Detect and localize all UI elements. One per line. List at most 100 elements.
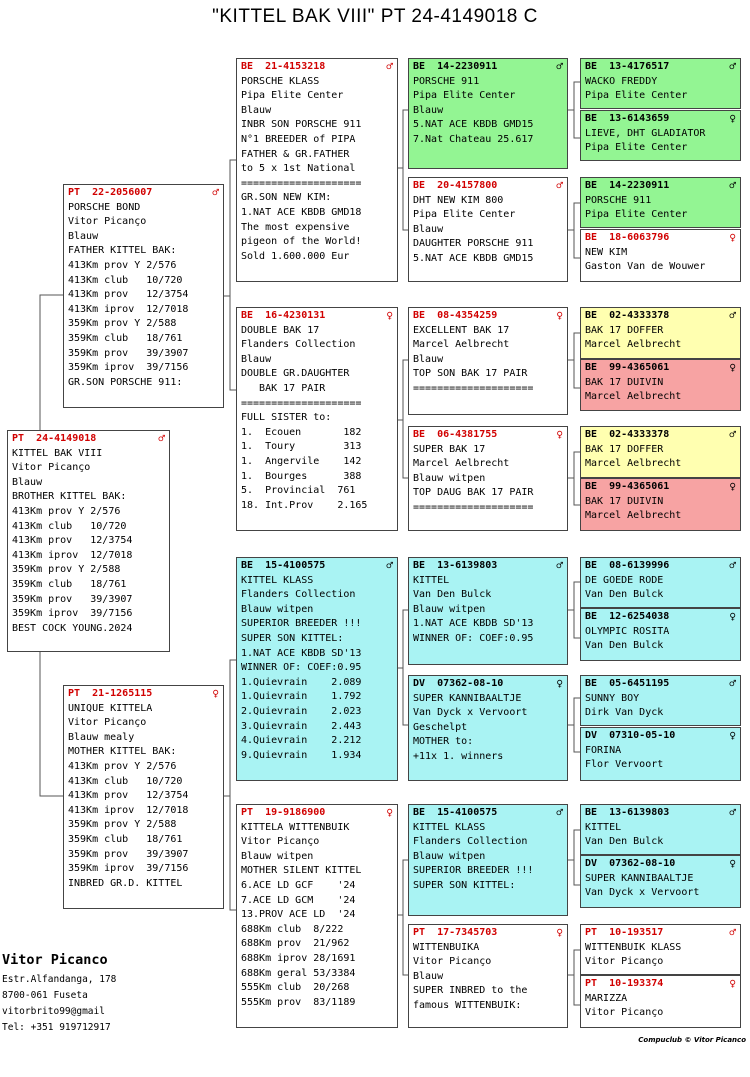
- pedigree-line: Pipa Elite Center: [585, 209, 688, 221]
- pedigree-card-dds: BE 15-4100575 ♂ KITTEL KLASS Flanders Colle…: [408, 804, 568, 916]
- pedigree-line: 688Km geral 53/3384: [241, 967, 356, 979]
- ring-number: PT 10-193517: [585, 927, 664, 938]
- pedigree-line: FATHER KITTEL BAK:: [68, 245, 177, 257]
- pedigree-line: 9.Quievrain 1.934: [241, 749, 362, 761]
- pedigree-line: FORINA: [585, 744, 622, 756]
- pedigree-card-g5-11: BE 05-6451195 ♂ SUNNY BOY Dirk Van Dyck: [580, 675, 741, 726]
- pedigree-line: SUPER BAK 17: [413, 443, 486, 455]
- female-icon: ♀: [556, 309, 563, 322]
- pedigree-card-sire-dam: BE 16-4230131 ♀ DOUBLE BAK 17 Flanders Coll…: [236, 307, 398, 531]
- male-icon: ♂: [556, 179, 563, 192]
- pedigree-line: 413Km prov 12/3754: [68, 790, 189, 802]
- ring-number-header: BE 13-6139803 ♂: [413, 559, 563, 574]
- pedigree-card-g5-7: BE 02-4333378 ♂ BAK 17 DOFFER Marcel Aelbre…: [580, 426, 741, 478]
- pedigree-line: SUPER KANNIBAALTJE: [413, 692, 522, 704]
- pedigree-card-g5-10: BE 12-6254038 ♀ OLYMPIC ROSITA Van Den Bulc…: [580, 608, 741, 661]
- owner-address-line: Estr.Alfandanga, 178: [2, 974, 117, 985]
- pedigree-line: WITTENBUIK KLASS: [585, 941, 682, 953]
- ring-number-header: PT 17-7345703 ♀: [413, 926, 563, 941]
- pedigree-line: Pipa Elite Center: [413, 90, 516, 102]
- ring-number-header: PT 19-9186900 ♀: [241, 806, 393, 821]
- ring-number: PT 10-193374: [585, 978, 664, 989]
- pedigree-line: famous WITTENBUIK:: [413, 999, 522, 1011]
- male-icon: ♂: [729, 60, 736, 73]
- pedigree-line: 5.NAT ACE KBDB GMD15: [413, 252, 534, 264]
- female-icon: ♀: [556, 677, 563, 690]
- pedigree-card-dsd: DV 07362-08-10 ♀ SUPER KANNIBAALTJE Van Dyc…: [408, 675, 568, 781]
- pedigree-line: 1.NAT ACE KBDB SD'13: [413, 618, 534, 630]
- ring-number: PT 19-9186900: [241, 807, 326, 818]
- pedigree-card-g5-12: DV 07310-05-10 ♀ FORINA Flor Vervoort: [580, 727, 741, 781]
- pedigree-line: 7.Nat Chateau 25.617: [413, 133, 534, 145]
- pedigree-line: 413Km club 10/720: [12, 520, 127, 532]
- pedigree-line: PORSCHE 911: [413, 75, 480, 87]
- ring-number: BE 08-4354259: [413, 310, 498, 321]
- pedigree-line: 688Km club 8/222: [241, 923, 344, 935]
- pedigree-line: GR.SON NEW KIM:: [241, 192, 332, 204]
- pedigree-line: 5. Provincial 761: [241, 485, 356, 497]
- pedigree-line: Van Dyck x Vervoort: [585, 887, 700, 899]
- pedigree-line: Blauw witpen: [241, 850, 314, 862]
- pedigree-line: 413Km iprov 12/7018: [68, 804, 189, 816]
- pedigree-line: PORSCHE BOND: [68, 201, 141, 213]
- pedigree-line: KITTEL BAK VIII: [12, 447, 103, 459]
- owner-phone-line: Tel: +351 919712917: [2, 1022, 111, 1033]
- pedigree-card-g5-4: BE 18-6063796 ♀ NEW KIM Gaston Van de Wouwe…: [580, 229, 741, 282]
- female-icon: ♀: [729, 361, 736, 374]
- ring-number-header: PT 10-193374 ♀: [585, 977, 736, 992]
- pedigree-line: LIEVE, DHT GLADIATOR: [585, 127, 706, 139]
- pedigree-line: to 5 x 1st National: [241, 163, 356, 175]
- pedigree-line: FULL SISTER to:: [241, 412, 332, 424]
- pedigree-line: 555Km prov 83/1189: [241, 996, 356, 1008]
- pedigree-line: ====================: [241, 397, 362, 409]
- male-icon: ♂: [729, 926, 736, 939]
- male-icon: ♂: [556, 806, 563, 819]
- pedigree-line: OLYMPIC ROSITA: [585, 625, 670, 637]
- pedigree-line: INBR SON PORSCHE 911: [241, 119, 362, 131]
- pedigree-line: BAK 17 PAIR: [241, 382, 326, 394]
- pedigree-line: WACKO FREDDY: [585, 75, 658, 87]
- pedigree-line: 359Km iprov 39/7156: [68, 362, 189, 374]
- pedigree-line: 413Km prov Y 2/576: [68, 259, 177, 271]
- pedigree-line: Van Den Bulck: [585, 836, 664, 848]
- footer-credit: Compuclub © Vitor Picanco: [638, 1036, 746, 1044]
- ring-number: PT 17-7345703: [413, 927, 498, 938]
- pedigree-line: NEW KIM: [585, 246, 628, 258]
- pedigree-line: 359Km prov 39/3907: [68, 848, 189, 860]
- ring-number: BE 05-6451195: [585, 678, 670, 689]
- pedigree-line: GR.SON PORSCHE 911:: [68, 376, 183, 388]
- pedigree-line: 359Km prov 39/3907: [12, 593, 133, 605]
- ring-number-header: BE 21-4153218 ♂: [241, 60, 393, 75]
- pedigree-line: Blauw witpen: [413, 472, 486, 484]
- female-icon: ♀: [386, 309, 393, 322]
- pedigree-card-g5-14: DV 07362-08-10 ♀ SUPER KANNIBAALTJE Van Dyc…: [580, 855, 741, 908]
- female-icon: ♀: [212, 687, 219, 700]
- ring-number-header: BE 13-6143659 ♀: [585, 112, 736, 127]
- male-icon: ♂: [386, 60, 393, 73]
- pedigree-line: BROTHER KITTEL BAK:: [12, 491, 127, 503]
- pedigree-card-g5-8: BE 99-4365061 ♀ BAK 17 DUIVIN Marcel Aelbre…: [580, 478, 741, 531]
- female-icon: ♀: [556, 428, 563, 441]
- ring-number-header: DV 07362-08-10 ♀: [585, 857, 736, 872]
- ring-number-header: BE 13-4176517 ♂: [585, 60, 736, 75]
- ring-number: BE 15-4100575: [413, 807, 498, 818]
- ring-number: DV 07362-08-10: [585, 858, 676, 869]
- pedigree-line: KITTEL: [585, 821, 622, 833]
- pedigree-line: ====================: [413, 382, 534, 394]
- male-icon: ♂: [556, 60, 563, 73]
- pedigree-line: 413Km prov Y 2/576: [12, 505, 121, 517]
- pedigree-line: 1.NAT ACE KBDB SD'13: [241, 647, 362, 659]
- ring-number-header: BE 15-4100575 ♂: [413, 806, 563, 821]
- pedigree-line: 1. Angervile 142: [241, 455, 362, 467]
- owner-postal-line: 8700-061 Fuseta: [2, 990, 88, 1001]
- pedigree-line: MOTHER to:: [413, 736, 474, 748]
- ring-number: BE 08-6139996: [585, 560, 670, 571]
- pedigree-line: KITTEL KLASS: [413, 821, 486, 833]
- pedigree-line: 3.Quievrain 2.443: [241, 720, 362, 732]
- pedigree-card-g5-1: BE 13-4176517 ♂ WACKO FREDDY Pipa Elite Cen…: [580, 58, 741, 109]
- ring-number: BE 02-4333378: [585, 310, 670, 321]
- ring-number-header: PT 24-4149018 ♂: [12, 432, 165, 447]
- pedigree-card-dam-sire: BE 15-4100575 ♂ KITTEL KLASS Flanders Colle…: [236, 557, 398, 781]
- pedigree-card-dss: BE 13-6139803 ♂ KITTEL Van Den Bulck Blauw w…: [408, 557, 568, 665]
